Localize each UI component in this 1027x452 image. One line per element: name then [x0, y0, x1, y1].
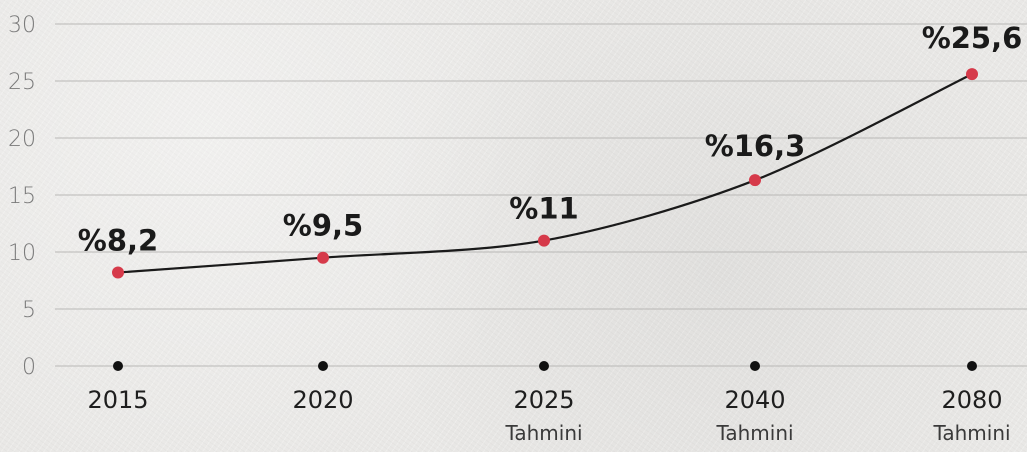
x-tick-label-2015: 2015: [87, 386, 148, 414]
data-points: [112, 68, 978, 279]
y-tick-label-30: 30: [8, 13, 36, 38]
data-point-2025: [538, 234, 550, 247]
x-tick-label-2040: 2040: [724, 386, 785, 414]
data-label-2025: %11: [509, 192, 578, 226]
x-tick-label-2025: 2025: [513, 386, 574, 414]
data-label-2020: %9,5: [283, 209, 363, 243]
data-point-2020: [317, 251, 329, 264]
x-axis-dot-2080: [967, 361, 977, 371]
y-tick-label-20: 20: [8, 127, 36, 152]
y-tick-label-25: 25: [8, 70, 36, 95]
x-axis-ticks: 2015 2020 2025 Tahmini 2040 Tahmini 2080 Tahmin…: [87, 386, 1010, 445]
data-label-2080: %25,6: [922, 21, 1023, 55]
x-tick-note-2080: Tahmini: [932, 421, 1010, 445]
data-label-2015: %8,2: [78, 224, 158, 258]
x-tick-label-2080: 2080: [941, 386, 1002, 414]
x-tick-label-2020: 2020: [292, 386, 353, 414]
data-point-2015: [112, 266, 124, 279]
x-tick-note-2040: Tahmini: [715, 421, 793, 445]
x-axis-dots: [113, 361, 977, 371]
data-label-2040: %16,3: [705, 129, 806, 163]
y-tick-label-10: 10: [8, 241, 36, 266]
x-axis-dot-2020: [318, 361, 328, 371]
y-axis-ticks: 0 5 10 15 20 25 30: [8, 13, 36, 380]
data-point-2040: [749, 174, 761, 187]
data-labels: %8,2 %9,5 %11 %16,3 %25,6: [78, 21, 1023, 257]
y-tick-label-5: 5: [22, 298, 36, 323]
x-axis-dot-2040: [750, 361, 760, 371]
grid-lines: [55, 23, 1027, 367]
y-tick-label-15: 15: [8, 184, 36, 209]
data-point-2080: [966, 68, 978, 81]
x-axis-dot-2015: [113, 361, 123, 371]
x-axis-dot-2025: [539, 361, 549, 371]
x-tick-note-2025: Tahmini: [504, 421, 582, 445]
y-tick-label-0: 0: [22, 355, 36, 380]
